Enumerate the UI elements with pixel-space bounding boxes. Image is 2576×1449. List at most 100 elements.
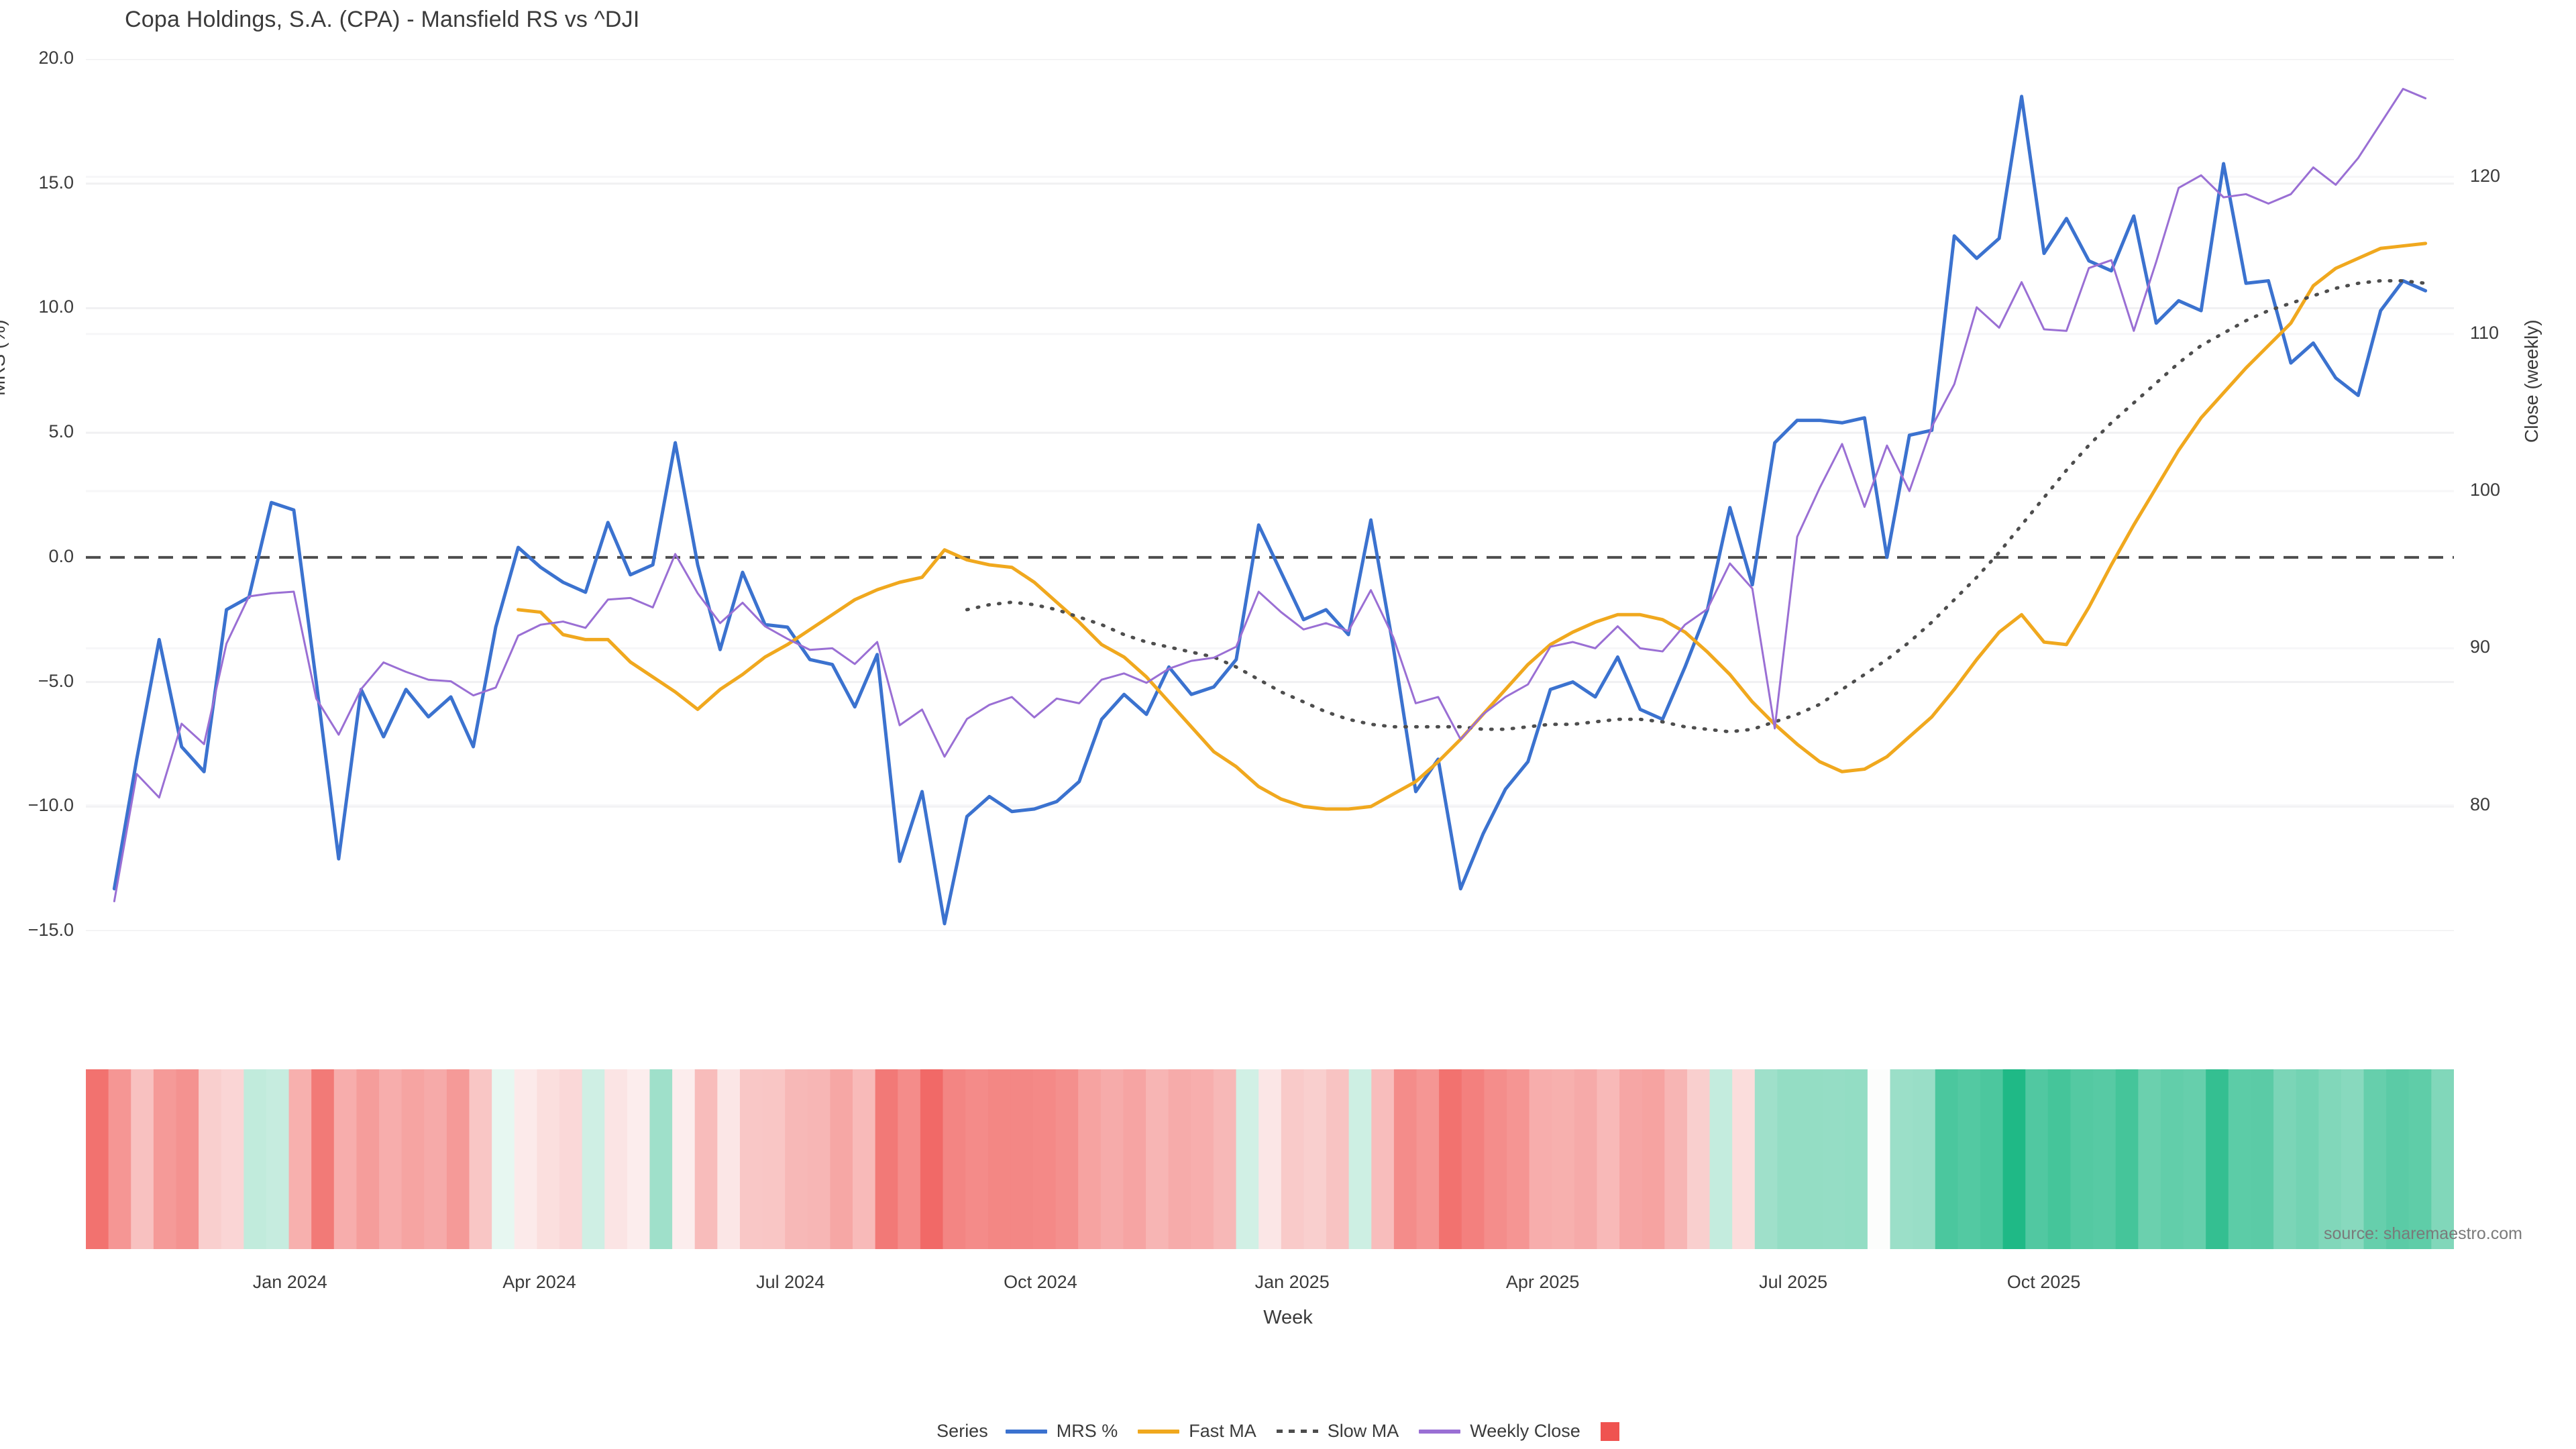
- y-tick-left: 20.0: [38, 48, 74, 68]
- y-tick-left: 15.0: [38, 172, 74, 193]
- band-cell: [1574, 1069, 1598, 1249]
- y-tick-right: 110: [2470, 322, 2500, 343]
- band-cell: [333, 1069, 358, 1249]
- y-tick-left: −5.0: [38, 670, 74, 691]
- band-cell: [694, 1069, 718, 1249]
- band-cell: [2386, 1069, 2410, 1249]
- band-cell: [2341, 1069, 2365, 1249]
- band-cell: [1033, 1069, 1057, 1249]
- band-cell: [2047, 1069, 2072, 1249]
- x-tick: Apr 2024: [502, 1272, 576, 1292]
- x-tick: Jul 2024: [756, 1272, 825, 1292]
- band-cell: [2002, 1069, 2026, 1249]
- band-cell: [853, 1069, 876, 1249]
- y-tick-right: 90: [2470, 637, 2491, 657]
- band-cell: [1123, 1069, 1146, 1249]
- band-cell: [739, 1069, 763, 1249]
- band-cell: [559, 1069, 583, 1249]
- band-cell: [2070, 1069, 2094, 1249]
- band-cell: [1507, 1069, 1530, 1249]
- band-cell: [1597, 1069, 1620, 1249]
- band-cell: [86, 1069, 109, 1249]
- band-cell: [1754, 1069, 1778, 1249]
- band-cell: [1732, 1069, 1756, 1249]
- band-cell: [2160, 1069, 2184, 1249]
- y-axis-left-label: MRS (%): [0, 319, 9, 396]
- y-tick-left: 0.0: [48, 545, 74, 566]
- legend-item-weekly-close[interactable]: Weekly Close: [1419, 1421, 1580, 1442]
- band-cell: [1348, 1069, 1372, 1249]
- band-cell: [2363, 1069, 2387, 1249]
- band-cell: [1303, 1069, 1327, 1249]
- band-cell: [965, 1069, 989, 1249]
- legend-label: Slow MA: [1327, 1421, 1399, 1441]
- band-cell: [1461, 1069, 1485, 1249]
- band-cell: [2408, 1069, 2432, 1249]
- band-cell: [1258, 1069, 1282, 1249]
- band-cell: [2251, 1069, 2274, 1249]
- y-tick-left: −15.0: [28, 920, 74, 940]
- band-cell: [987, 1069, 1011, 1249]
- band-cell: [604, 1069, 628, 1249]
- y-tick-right: 120: [2470, 165, 2501, 186]
- band-cell: [469, 1069, 492, 1249]
- series-line-mrs: [112, 95, 2428, 926]
- band-cell: [807, 1069, 831, 1249]
- band-cell: [785, 1069, 808, 1249]
- legend-item-band-swatch[interactable]: [1600, 1421, 1619, 1441]
- band-cell: [1935, 1069, 1958, 1249]
- band-cell: [379, 1069, 402, 1249]
- band-cell: [288, 1069, 312, 1249]
- main-plot-area: [86, 59, 2454, 931]
- band-cell: [1552, 1069, 1575, 1249]
- legend-item-slow-ma[interactable]: Slow MA: [1276, 1421, 1399, 1442]
- band-cell: [199, 1069, 222, 1249]
- legend-item-mrs[interactable]: MRS %: [1005, 1421, 1118, 1442]
- band-cell: [672, 1069, 696, 1249]
- band-cell: [1100, 1069, 1124, 1249]
- band-cell: [1709, 1069, 1733, 1249]
- legend-label: MRS %: [1056, 1421, 1118, 1441]
- legend-item-fast-ma[interactable]: Fast MA: [1138, 1421, 1256, 1442]
- band-cell: [1484, 1069, 1507, 1249]
- legend-swatch-line-icon: [1005, 1429, 1047, 1434]
- band-cell: [2093, 1069, 2116, 1249]
- band-cell: [221, 1069, 244, 1249]
- band-cell: [627, 1069, 651, 1249]
- band-cell: [131, 1069, 154, 1249]
- band-cell: [2115, 1069, 2139, 1249]
- legend-swatch-line-icon: [1138, 1429, 1180, 1434]
- legend-label: Fast MA: [1189, 1421, 1256, 1441]
- band-cell: [1416, 1069, 1440, 1249]
- band-cell: [2296, 1069, 2319, 1249]
- x-tick: Jan 2024: [252, 1272, 327, 1292]
- band-cell: [2228, 1069, 2252, 1249]
- band-cell: [1890, 1069, 1913, 1249]
- band-cell: [108, 1069, 131, 1249]
- band-cell: [1913, 1069, 1936, 1249]
- band-cell: [2025, 1069, 2049, 1249]
- band-cell: [1957, 1069, 1981, 1249]
- band-cell: [1822, 1069, 1845, 1249]
- band-cell: [176, 1069, 199, 1249]
- band-cell: [1393, 1069, 1417, 1249]
- band-cell: [1439, 1069, 1462, 1249]
- band-cell: [1236, 1069, 1259, 1249]
- band-cell: [244, 1069, 267, 1249]
- source-attribution: source: sharemaestro.com: [2324, 1224, 2522, 1243]
- y-tick-left: −10.0: [28, 795, 74, 816]
- band-cell: [762, 1069, 786, 1249]
- chart-title: Copa Holdings, S.A. (CPA) - Mansfield RS…: [125, 7, 640, 32]
- band-cell: [649, 1069, 673, 1249]
- band-cell: [1529, 1069, 1552, 1249]
- band-cell: [401, 1069, 425, 1249]
- series-line-weekly-close: [113, 88, 2427, 902]
- x-tick: Jan 2025: [1254, 1272, 1330, 1292]
- x-tick: Oct 2025: [2006, 1272, 2081, 1292]
- band-cell: [943, 1069, 966, 1249]
- legend-title: Series: [936, 1421, 988, 1441]
- band-cell: [1371, 1069, 1395, 1249]
- band-cell: [2206, 1069, 2229, 1249]
- band-cell: [514, 1069, 537, 1249]
